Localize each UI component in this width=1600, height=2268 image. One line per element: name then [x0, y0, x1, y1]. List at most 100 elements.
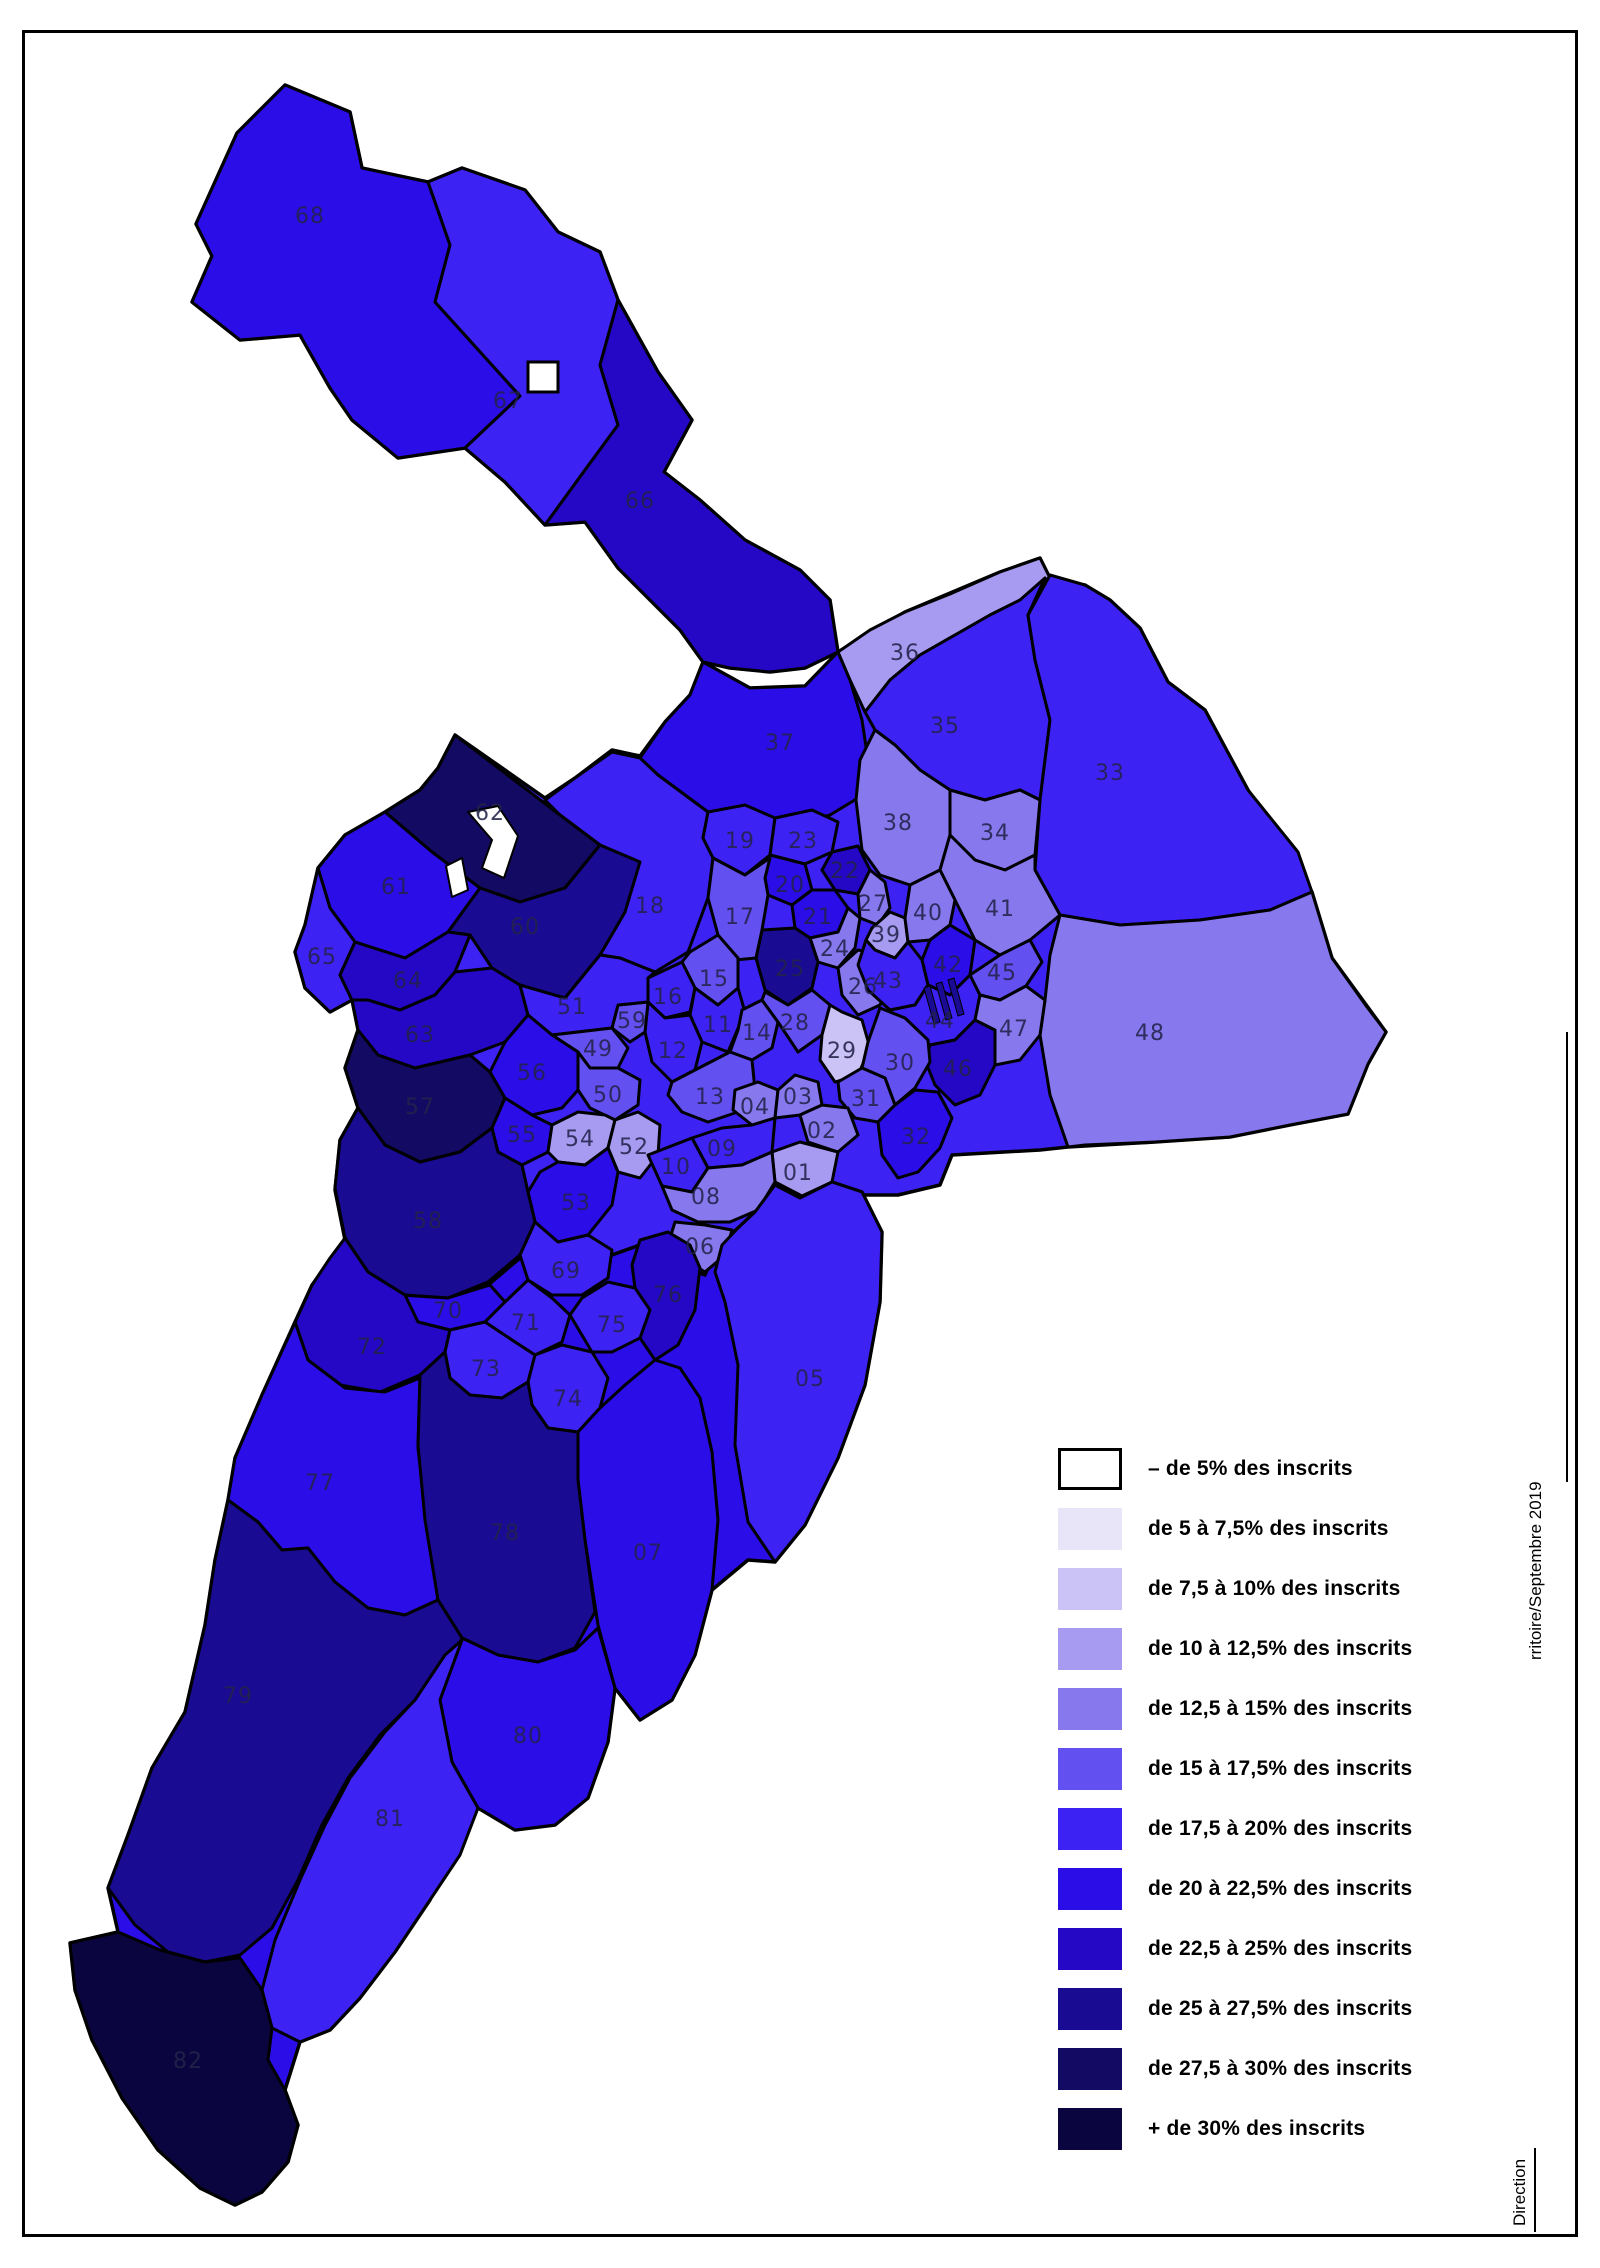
legend-item-label: de 15 à 17,5% des inscrits — [1148, 1757, 1413, 1780]
region-label-36: 36 — [890, 641, 920, 666]
region-25 — [754, 926, 820, 1007]
legend-swatch-icon — [1058, 1628, 1122, 1670]
region-label-44: 44 — [925, 1009, 955, 1034]
region-75 — [568, 1280, 652, 1354]
legend-item-label: de 7,5 à 10% des inscrits — [1148, 1577, 1401, 1600]
region-label-21: 21 — [803, 905, 833, 930]
region-label-54: 54 — [565, 1127, 595, 1152]
region-label-33: 33 — [1095, 761, 1125, 786]
region-label-10: 10 — [661, 1155, 691, 1180]
region-47 — [973, 984, 1047, 1067]
rail-stripe-0 — [923, 985, 941, 1025]
region-48 — [1038, 890, 1388, 1149]
region-label-71: 71 — [511, 1311, 541, 1336]
region-label-18: 18 — [635, 894, 665, 919]
credit-text-top: rritoire/Septembre 2019 — [1526, 1481, 1545, 1660]
region-label-58: 58 — [413, 1209, 443, 1234]
legend-item-2: de 7,5 à 10% des inscrits — [1058, 1568, 1400, 1610]
page-border — [22, 30, 1578, 2237]
legend-item-label: de 5 à 7,5% des inscrits — [1148, 1517, 1389, 1540]
legend-item-label: de 12,5 à 15% des inscrits — [1148, 1697, 1413, 1720]
legend-swatch-icon — [1058, 2048, 1122, 2090]
region-label-59: 59 — [617, 1009, 647, 1034]
legend-item-3: de 10 à 12,5% des inscrits — [1058, 1628, 1412, 1670]
region-label-42: 42 — [933, 953, 963, 978]
region-82 — [68, 1930, 300, 2207]
legend-swatch-icon — [1058, 1748, 1122, 1790]
region-68 — [190, 83, 522, 460]
region-52 — [606, 1110, 662, 1180]
legend-item-1: de 5 à 7,5% des inscrits — [1058, 1508, 1389, 1550]
legend-item-11: + de 30% des inscrits — [1058, 2108, 1365, 2150]
region-label-16: 16 — [653, 985, 683, 1010]
legend-swatch-icon — [1058, 1808, 1122, 1850]
region-label-51: 51 — [557, 995, 587, 1020]
region-label-31: 31 — [851, 1087, 881, 1112]
region-label-65: 65 — [307, 945, 337, 970]
region-label-11: 11 — [703, 1013, 733, 1038]
region-label-49: 49 — [583, 1037, 613, 1062]
region-label-72: 72 — [357, 1335, 387, 1360]
region-label-35: 35 — [930, 714, 960, 739]
region-02 — [798, 1103, 860, 1154]
region-label-39: 39 — [871, 923, 901, 948]
legend-swatch-icon — [1058, 1988, 1122, 2030]
region-label-38: 38 — [883, 811, 913, 836]
region-05 — [713, 1180, 884, 1564]
region-label-20: 20 — [775, 873, 805, 898]
region-label-53: 53 — [561, 1191, 591, 1216]
legend-item-6: de 17,5 à 20% des inscrits — [1058, 1808, 1412, 1850]
region-label-76: 76 — [653, 1283, 683, 1308]
region-label-12: 12 — [658, 1039, 688, 1064]
region-label-34: 34 — [980, 821, 1010, 846]
region-50 — [576, 1050, 642, 1122]
credit-rule-bottom — [1534, 2148, 1536, 2232]
legend-item-label: de 27,5 à 30% des inscrits — [1148, 2057, 1413, 2080]
region-label-68: 68 — [295, 204, 325, 229]
region-label-80: 80 — [513, 1724, 543, 1749]
legend-item-label: de 22,5 à 25% des inscrits — [1148, 1937, 1413, 1960]
legend-item-5: de 15 à 17,5% des inscrits — [1058, 1748, 1412, 1790]
legend-item-label: – de 5% des inscrits — [1148, 1457, 1353, 1480]
region-label-40: 40 — [913, 901, 943, 926]
region-label-56: 56 — [517, 1061, 547, 1086]
legend-item-label: de 10 à 12,5% des inscrits — [1148, 1637, 1413, 1660]
region-32 — [876, 1088, 954, 1180]
region-label-08: 08 — [691, 1185, 721, 1210]
region-label-26: 26 — [848, 975, 878, 1000]
region-76 — [630, 1230, 702, 1362]
region-label-81: 81 — [375, 1807, 405, 1832]
region-label-55: 55 — [507, 1123, 537, 1148]
region-label-07: 07 — [633, 1541, 663, 1566]
region-label-01: 01 — [783, 1161, 813, 1186]
region-label-75: 75 — [597, 1313, 627, 1338]
rail-stripe-2 — [947, 977, 965, 1017]
legend-swatch-icon — [1058, 1688, 1122, 1730]
region-label-19: 19 — [725, 829, 755, 854]
region-label-64: 64 — [393, 969, 423, 994]
region-label-70: 70 — [433, 1299, 463, 1324]
region-label-62: 62 — [475, 801, 505, 826]
white-slit-0 — [467, 805, 519, 879]
region-label-63: 63 — [405, 1023, 435, 1048]
region-label-41: 41 — [985, 897, 1015, 922]
region-label-57: 57 — [405, 1095, 435, 1120]
region-label-25: 25 — [775, 957, 805, 982]
legend-item-7: de 20 à 22,5% des inscrits — [1058, 1868, 1412, 1910]
legend-swatch-icon — [1058, 1508, 1122, 1550]
legend-swatch-icon — [1058, 1928, 1122, 1970]
region-label-03: 03 — [783, 1085, 813, 1110]
region-81 — [260, 1638, 480, 2044]
region-79 — [106, 1498, 464, 1964]
region-label-61: 61 — [381, 875, 411, 900]
region-label-60: 60 — [510, 915, 540, 940]
region-label-77: 77 — [305, 1471, 335, 1496]
rail-stripe-1 — [935, 981, 953, 1021]
white-square-zone — [526, 360, 560, 394]
legend-item-0: – de 5% des inscrits — [1058, 1448, 1353, 1490]
region-label-37: 37 — [765, 731, 795, 756]
region-label-47: 47 — [999, 1017, 1029, 1042]
region-label-14: 14 — [742, 1021, 772, 1046]
legend-item-10: de 27,5 à 30% des inscrits — [1058, 2048, 1412, 2090]
